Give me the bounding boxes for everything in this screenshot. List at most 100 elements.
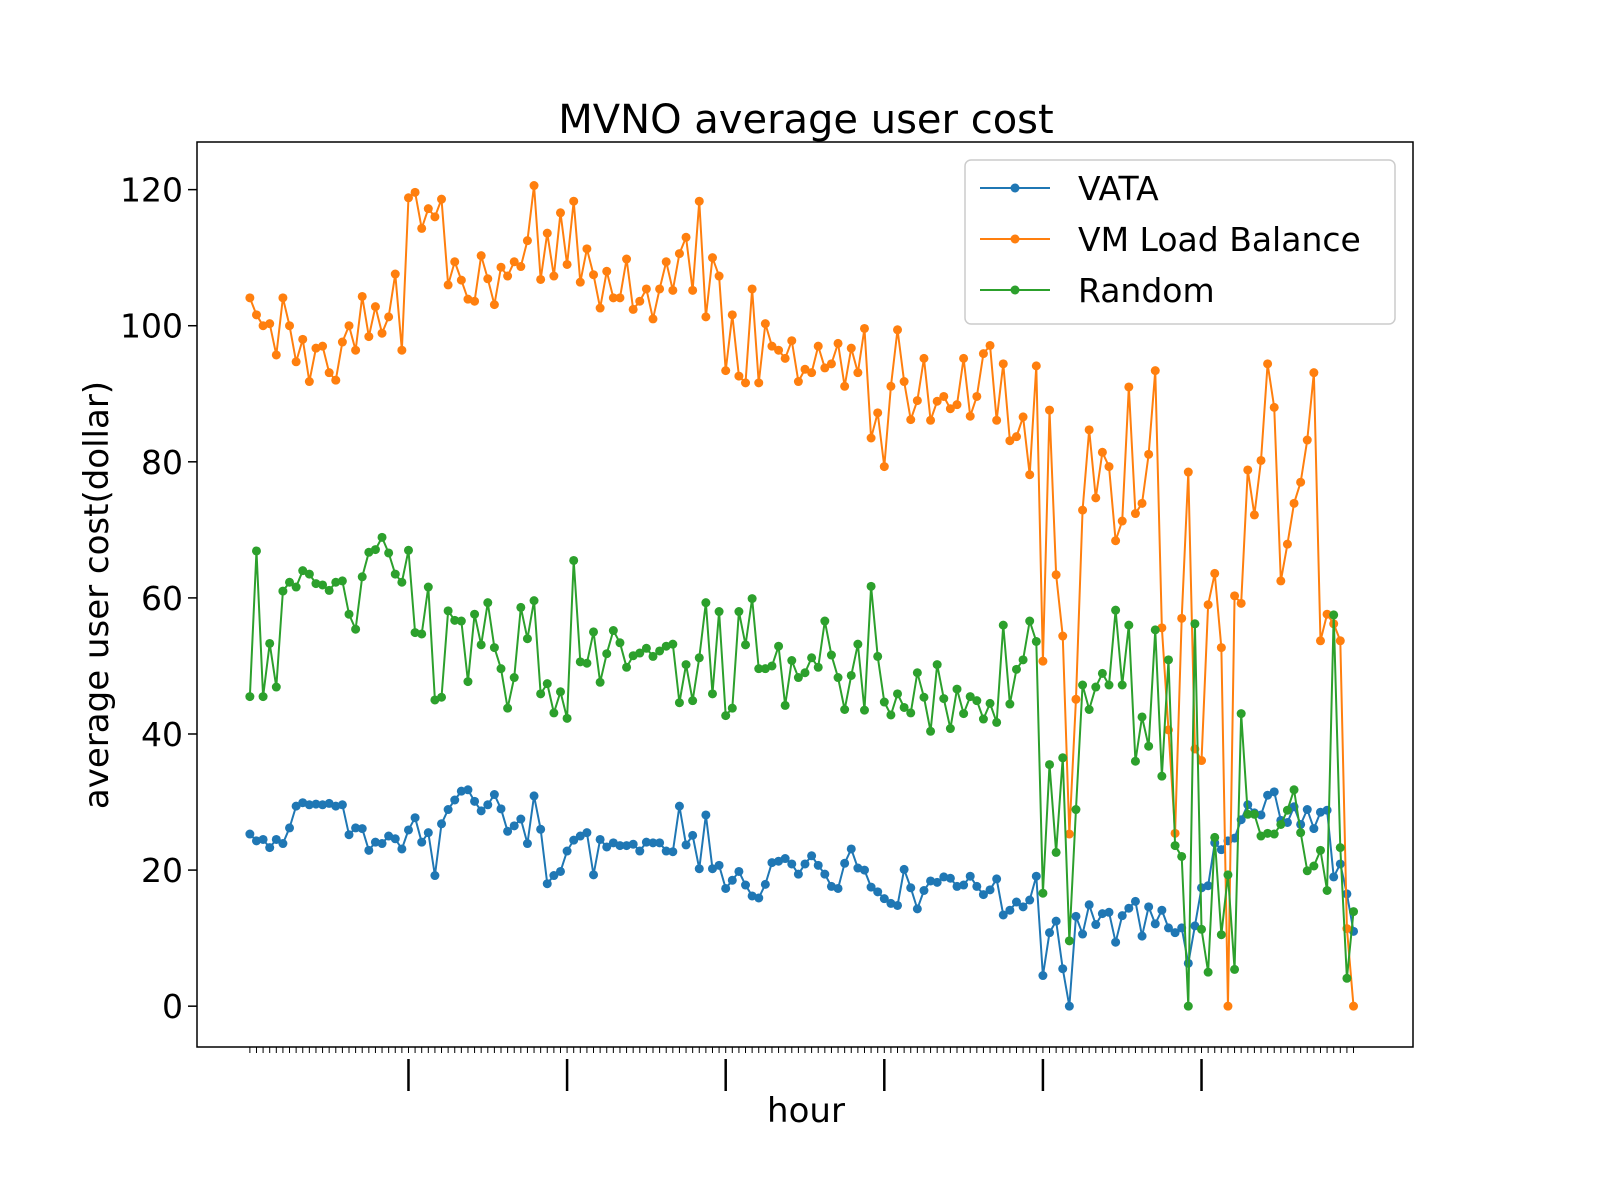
data-point xyxy=(1335,843,1345,853)
data-point xyxy=(932,660,942,670)
data-point xyxy=(886,381,896,391)
data-point xyxy=(1137,498,1147,508)
data-point xyxy=(602,842,612,852)
data-point xyxy=(1315,845,1325,855)
data-point xyxy=(952,684,962,694)
data-point xyxy=(304,569,314,579)
x-axis xyxy=(249,1047,1355,1091)
data-point xyxy=(661,257,671,267)
data-point xyxy=(899,702,909,712)
data-point xyxy=(377,839,387,849)
data-point xyxy=(1197,756,1207,766)
data-point xyxy=(992,415,1002,425)
data-point xyxy=(840,705,850,714)
data-point xyxy=(985,698,995,708)
data-point xyxy=(417,837,427,847)
data-point xyxy=(866,433,876,443)
data-point xyxy=(813,341,823,351)
data-point xyxy=(1190,921,1200,931)
data-point xyxy=(688,696,698,706)
data-point xyxy=(489,790,499,800)
data-point xyxy=(291,801,301,811)
data-point xyxy=(403,545,413,555)
data-point xyxy=(1309,368,1319,378)
data-point xyxy=(846,343,856,353)
data-point xyxy=(384,548,394,558)
data-point xyxy=(681,660,691,670)
data-point xyxy=(661,846,671,856)
data-point xyxy=(1058,753,1068,763)
data-point xyxy=(747,284,757,294)
data-point xyxy=(536,824,546,834)
data-point xyxy=(582,658,592,668)
data-point xyxy=(278,586,288,596)
data-point xyxy=(1243,809,1253,819)
data-point xyxy=(529,181,539,191)
data-point xyxy=(483,800,493,810)
data-point xyxy=(1157,905,1167,915)
data-point xyxy=(893,325,903,335)
data-point xyxy=(992,874,1002,884)
legend-marker xyxy=(1010,285,1020,295)
data-point xyxy=(1124,382,1134,392)
data-point xyxy=(344,321,354,331)
data-point xyxy=(602,266,612,276)
data-point xyxy=(357,291,367,301)
data-point xyxy=(681,232,691,242)
data-point xyxy=(1064,1001,1074,1011)
data-point xyxy=(516,262,526,272)
data-point xyxy=(318,341,328,351)
data-point xyxy=(324,585,334,595)
data-point xyxy=(1130,756,1140,766)
data-point xyxy=(754,378,764,388)
data-point xyxy=(285,823,295,833)
data-point xyxy=(1025,470,1035,480)
data-point xyxy=(1038,888,1048,898)
data-point xyxy=(1203,600,1213,610)
data-point xyxy=(331,375,341,385)
data-point xyxy=(397,844,407,854)
data-point xyxy=(859,705,869,715)
data-point xyxy=(628,304,638,314)
data-point xyxy=(509,257,519,267)
data-point xyxy=(681,840,691,850)
data-point xyxy=(522,839,532,849)
data-point xyxy=(1230,591,1240,601)
data-point xyxy=(1322,886,1332,895)
data-point xyxy=(1144,902,1154,912)
data-point xyxy=(1276,819,1286,829)
data-point xyxy=(701,810,711,820)
data-point xyxy=(1170,928,1180,938)
data-point xyxy=(370,545,380,555)
data-point xyxy=(873,408,883,418)
data-point xyxy=(793,673,803,683)
legend-label: Random xyxy=(1078,271,1215,310)
data-point xyxy=(463,785,473,795)
data-point xyxy=(569,835,579,845)
data-point xyxy=(1249,809,1259,819)
data-point xyxy=(707,864,717,874)
data-point xyxy=(1190,619,1200,629)
data-point xyxy=(919,353,929,363)
data-point xyxy=(945,724,955,734)
data-point xyxy=(800,364,810,374)
data-point xyxy=(919,886,929,895)
data-point xyxy=(304,800,314,810)
data-point xyxy=(813,860,823,870)
data-point xyxy=(615,841,625,851)
data-point xyxy=(1064,829,1074,839)
data-point xyxy=(674,249,684,259)
data-point xyxy=(437,819,447,829)
data-point xyxy=(496,664,506,674)
data-point xyxy=(608,293,618,303)
data-point xyxy=(800,668,810,678)
y-tick-label: 120 xyxy=(120,171,183,210)
data-point xyxy=(562,713,572,723)
data-point xyxy=(595,303,605,313)
data-point xyxy=(926,726,936,736)
data-point xyxy=(1005,905,1015,915)
data-point xyxy=(245,293,255,303)
data-point xyxy=(628,839,638,849)
data-point xyxy=(562,259,572,269)
data-point xyxy=(787,656,797,665)
